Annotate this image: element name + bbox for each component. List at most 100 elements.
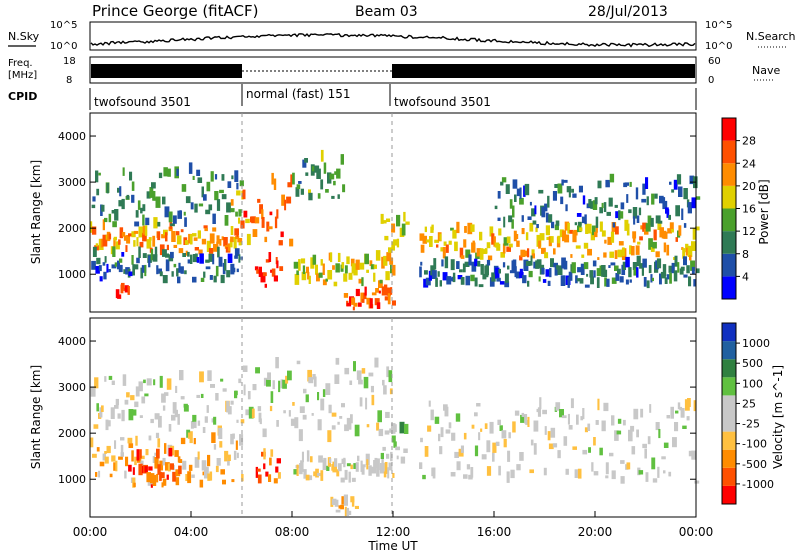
heatmap-cell bbox=[90, 437, 94, 448]
heatmap-cell bbox=[576, 414, 579, 425]
heatmap-cell bbox=[115, 398, 119, 406]
heatmap-cell bbox=[299, 406, 305, 413]
heatmap-cell bbox=[380, 213, 384, 224]
heatmap-cell bbox=[514, 194, 517, 202]
heatmap-cell bbox=[478, 284, 484, 288]
heatmap-cell bbox=[317, 419, 322, 431]
heatmap-cell bbox=[425, 277, 431, 286]
heatmap-cell bbox=[532, 220, 537, 225]
heatmap-cell bbox=[142, 204, 146, 212]
heatmap-cell bbox=[307, 369, 312, 382]
heatmap-cell bbox=[495, 267, 500, 279]
heatmap-cell bbox=[679, 268, 684, 275]
heatmap-cell bbox=[504, 281, 510, 288]
heatmap-cell bbox=[420, 244, 425, 253]
heatmap-cell bbox=[337, 252, 341, 262]
heatmap-cell bbox=[292, 402, 295, 406]
heatmap-cell bbox=[221, 194, 227, 200]
heatmap-cell bbox=[121, 198, 125, 210]
heatmap-cell bbox=[514, 410, 520, 416]
y-tick-label: 2000 bbox=[58, 427, 86, 440]
heatmap-cell bbox=[99, 276, 103, 282]
heatmap-cell bbox=[233, 450, 237, 460]
heatmap-cell bbox=[576, 213, 582, 217]
heatmap-cell bbox=[243, 384, 246, 396]
x-tick-label: 20:00 bbox=[578, 525, 613, 539]
heatmap-cell bbox=[692, 228, 697, 240]
heatmap-cell bbox=[133, 240, 136, 247]
heatmap-cell bbox=[466, 464, 471, 470]
heatmap-cell bbox=[470, 467, 474, 478]
heatmap-cell bbox=[134, 221, 140, 227]
heatmap-cell bbox=[354, 505, 359, 509]
heatmap-cell bbox=[617, 249, 622, 258]
colorbar-swatch bbox=[722, 431, 736, 450]
colorbar-swatch bbox=[722, 341, 736, 360]
heatmap-cell bbox=[603, 252, 607, 258]
heatmap-cell bbox=[325, 278, 328, 282]
heatmap-cell bbox=[638, 470, 644, 475]
heatmap-cell bbox=[168, 211, 173, 223]
heatmap-cell bbox=[647, 436, 651, 445]
heatmap-cell bbox=[491, 272, 496, 282]
heatmap-cell bbox=[504, 273, 509, 283]
heatmap-cell bbox=[132, 467, 135, 475]
heatmap-cell bbox=[574, 222, 578, 226]
heatmap-cell bbox=[238, 378, 242, 384]
heatmap-cell bbox=[625, 279, 629, 285]
heatmap-cell bbox=[162, 457, 166, 466]
heatmap-cell bbox=[428, 270, 432, 281]
heatmap-cell bbox=[462, 263, 466, 273]
heatmap-cell bbox=[130, 395, 135, 401]
heatmap-cell bbox=[346, 463, 351, 467]
heatmap-cell bbox=[155, 196, 161, 208]
heatmap-cell bbox=[195, 253, 198, 260]
heatmap-cell bbox=[657, 220, 663, 224]
heatmap-cell bbox=[677, 402, 681, 410]
heatmap-cell bbox=[197, 177, 203, 183]
heatmap-cell bbox=[154, 413, 160, 420]
heatmap-cell bbox=[220, 378, 224, 382]
heatmap-cell bbox=[196, 169, 201, 176]
nave-tick-bottom: 0 bbox=[708, 75, 714, 86]
heatmap-cell bbox=[277, 472, 281, 479]
heatmap-cell bbox=[676, 174, 682, 185]
heatmap-cell bbox=[419, 233, 425, 241]
heatmap-cell bbox=[183, 211, 186, 216]
heatmap-cell bbox=[688, 450, 693, 457]
heatmap-cell bbox=[136, 257, 140, 264]
heatmap-cell bbox=[333, 180, 336, 186]
heatmap-cell bbox=[629, 181, 632, 187]
heatmap-cell bbox=[287, 182, 293, 188]
heatmap-cell bbox=[182, 460, 187, 470]
heatmap-cell bbox=[470, 224, 475, 232]
heatmap-cell bbox=[642, 222, 647, 232]
heatmap-cell bbox=[208, 253, 214, 262]
heatmap-cell bbox=[375, 288, 379, 293]
heatmap-cell bbox=[537, 407, 541, 417]
heatmap-cell bbox=[318, 272, 323, 278]
heatmap-cell bbox=[283, 410, 286, 414]
heatmap-cell bbox=[231, 175, 234, 180]
heatmap-cell bbox=[251, 216, 256, 224]
y-tick-label: 1000 bbox=[58, 473, 86, 486]
heatmap-cell bbox=[202, 427, 206, 433]
colorbar-tick-label: 16 bbox=[742, 203, 756, 216]
heatmap-cell bbox=[233, 237, 237, 249]
heatmap-cell bbox=[370, 385, 374, 393]
heatmap-cell bbox=[477, 260, 481, 267]
heatmap-cell bbox=[353, 302, 358, 307]
heatmap-cell bbox=[173, 263, 177, 268]
heatmap-cell bbox=[657, 466, 660, 478]
heatmap-cell bbox=[498, 465, 501, 476]
heatmap-cell bbox=[124, 399, 129, 405]
heatmap-cell bbox=[538, 189, 544, 194]
heatmap-cell bbox=[136, 237, 139, 247]
heatmap-cell bbox=[187, 251, 190, 257]
heatmap-cell bbox=[647, 215, 652, 226]
heatmap-cell bbox=[282, 379, 287, 389]
heatmap-cell bbox=[350, 414, 353, 424]
heatmap-cell bbox=[268, 474, 272, 482]
heatmap-cell bbox=[620, 460, 625, 464]
